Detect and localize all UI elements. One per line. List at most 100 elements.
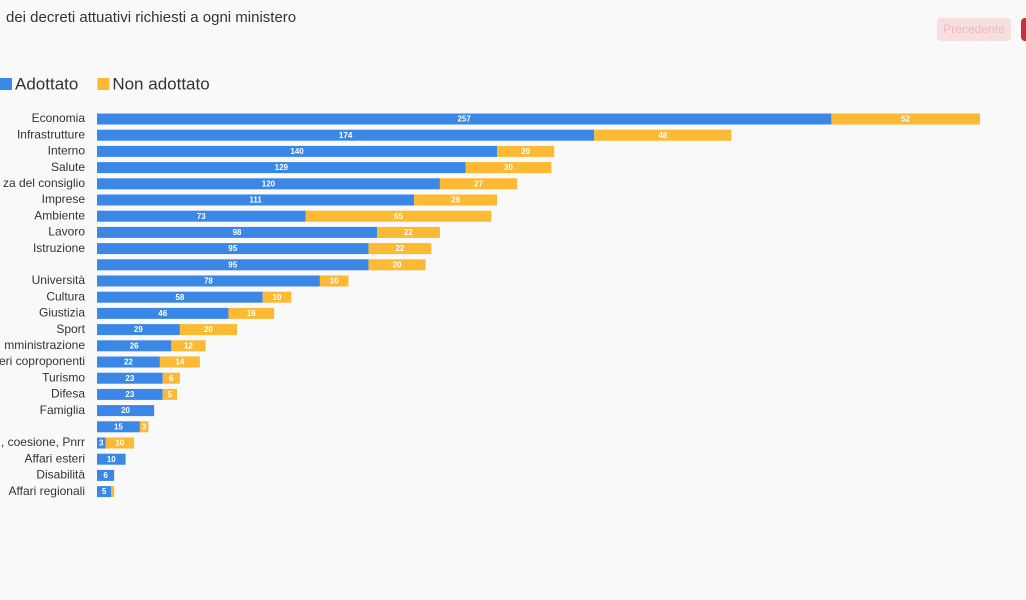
value-label: 23: [125, 390, 134, 399]
bar-segment: [97, 453, 126, 465]
value-label: 73: [197, 212, 206, 221]
bar-segment: [497, 145, 555, 157]
y-tick-label: Lavoro: [48, 225, 85, 239]
value-label: 15: [114, 422, 123, 431]
bar-segment: [97, 113, 832, 125]
y-tick-label: Giustizia: [39, 306, 85, 320]
next-button[interactable]: [1021, 18, 1026, 41]
bar-segment: [171, 340, 206, 352]
value-label: 22: [404, 228, 413, 237]
bar-segment: [465, 162, 552, 174]
y-tick-label: Sport: [56, 322, 85, 336]
bar-segment: [97, 226, 378, 238]
y-tick-label: Salute: [51, 160, 85, 174]
bar-segment: [97, 388, 163, 400]
value-label: 26: [130, 341, 139, 350]
value-label: 3: [142, 422, 147, 431]
bar-segment: [97, 210, 306, 222]
bar-segment: [139, 421, 149, 433]
value-label: 20: [521, 147, 530, 156]
chart-title: dei decreti attuativi richiesti a ogni m…: [6, 9, 296, 26]
value-label: 23: [125, 374, 134, 383]
bar-segment: [97, 259, 369, 271]
y-tick-label: za del consiglio: [3, 176, 85, 190]
value-label: 48: [658, 131, 667, 140]
value-label: 98: [233, 228, 242, 237]
legend-label: Non adottato: [112, 74, 209, 93]
bar-segment: [228, 307, 275, 319]
value-label: 95: [228, 244, 237, 253]
value-label: 20: [204, 325, 213, 334]
bar-segment: [97, 145, 498, 157]
bar-segment: [97, 129, 595, 141]
legend-label: Adottato: [15, 74, 78, 93]
value-label: 10: [115, 439, 124, 448]
bar-segment: [179, 324, 238, 336]
value-label: 58: [175, 293, 184, 302]
bar-segment: [159, 356, 200, 368]
bar-segment: [97, 469, 115, 481]
value-label: 29: [134, 325, 143, 334]
value-label: 129: [275, 163, 289, 172]
y-tick-label: Infrastrutture: [17, 127, 85, 141]
bar-segment: [97, 243, 369, 255]
legend-swatch: [0, 78, 12, 90]
bar-segment: [97, 421, 140, 433]
y-tick-label: Cultura: [46, 289, 85, 303]
value-label: 12: [184, 341, 193, 350]
bar-segment: [97, 437, 106, 449]
y-tick-label: Imprese: [42, 192, 86, 206]
bar-segment: [97, 340, 172, 352]
bar-segment: [97, 324, 180, 336]
value-label: 10: [273, 293, 282, 302]
value-label: 6: [103, 471, 108, 480]
bar-segment: [594, 129, 732, 141]
value-label: 95: [228, 260, 237, 269]
bar-segment: [319, 275, 349, 287]
bar-segment: [262, 291, 292, 303]
bar-segment: [368, 243, 432, 255]
prev-button-label[interactable]: Precedente: [943, 22, 1005, 36]
y-tick-label: Interno: [48, 144, 86, 158]
y-tick-label: mministrazione: [4, 338, 85, 352]
bar-segment: [111, 486, 115, 498]
prev-button-bg[interactable]: [937, 18, 1011, 41]
value-label: 52: [901, 115, 910, 124]
value-label: 16: [247, 309, 256, 318]
bar-segment: [439, 178, 518, 190]
y-tick-label: Turismo: [42, 370, 85, 384]
bar-segment: [105, 437, 135, 449]
value-label: 3: [99, 439, 104, 448]
bar-segment: [97, 194, 415, 206]
bar-segment: [97, 372, 163, 384]
value-label: 140: [290, 147, 304, 156]
value-label: 22: [124, 358, 133, 367]
value-label: 257: [458, 115, 472, 124]
value-label: 27: [474, 179, 483, 188]
prev-button[interactable]: Precedente: [937, 18, 1011, 41]
value-label: 111: [249, 196, 262, 205]
bar-segment: [97, 405, 155, 417]
y-tick-label: Difesa: [51, 387, 85, 401]
y-tick-label: Ambiente: [34, 208, 85, 222]
y-tick-label: Affari esteri: [25, 451, 85, 465]
y-tick-label: Economia: [32, 111, 86, 125]
value-label: 29: [451, 196, 460, 205]
bar-segment: [377, 226, 440, 238]
bar-segment: [97, 275, 320, 287]
value-label: 30: [504, 163, 513, 172]
y-tick-label: Disabilità: [36, 468, 85, 482]
bar-segment: [414, 194, 498, 206]
y-tick-label: Istruzione: [33, 241, 85, 255]
bar-segment: [162, 388, 178, 400]
value-label: 65: [394, 212, 403, 221]
bar-segment: [305, 210, 492, 222]
bar-segment: [97, 486, 112, 498]
value-label: 78: [204, 277, 213, 286]
value-label: 6: [169, 374, 174, 383]
bar-segment: [97, 356, 160, 368]
y-tick-label: eri coproponenti: [0, 354, 85, 368]
value-label: 20: [121, 406, 130, 415]
value-label: 22: [395, 244, 404, 253]
